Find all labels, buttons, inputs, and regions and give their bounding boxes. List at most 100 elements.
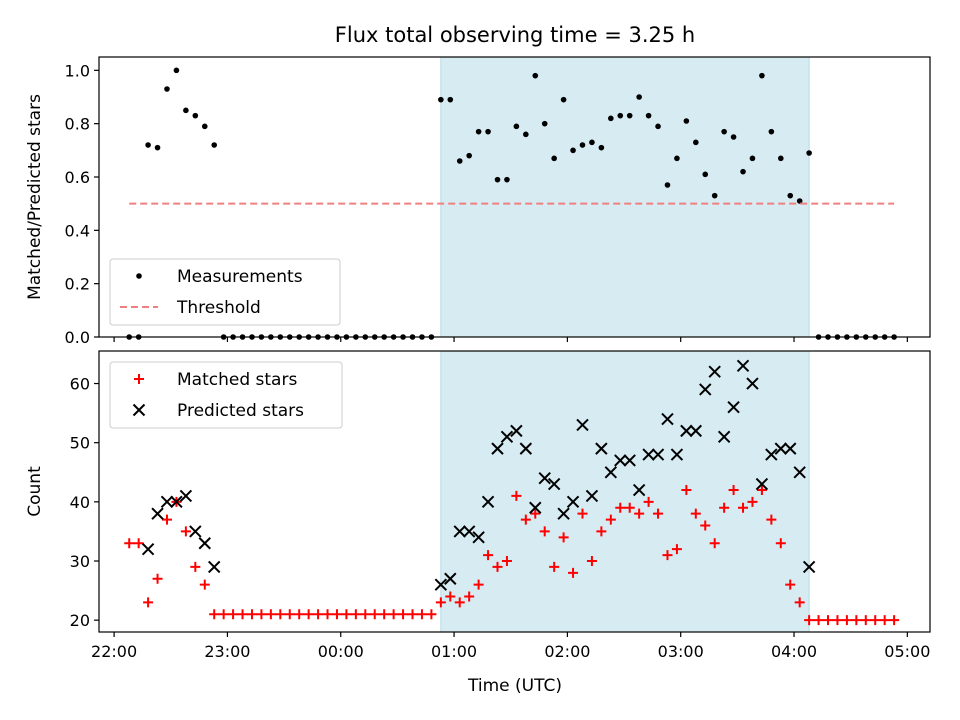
observing-window-shade	[440, 56, 810, 338]
x-tick-label: 01:00	[431, 642, 477, 661]
x-tick-label: 00:00	[318, 642, 364, 661]
x-tick-label: 22:00	[91, 642, 137, 661]
x-tick-label: 23:00	[204, 642, 250, 661]
matched-star-point	[445, 591, 456, 602]
predicted-star-point	[651, 448, 665, 461]
matched-star-point	[407, 609, 418, 620]
measurement-point	[768, 128, 775, 135]
predicted-star-point	[547, 477, 561, 491]
matched-star-point	[766, 514, 777, 525]
measurement-point	[730, 134, 737, 140]
measurement-point	[796, 198, 803, 204]
matched-star-point	[530, 508, 541, 519]
predicted-star-point	[774, 442, 788, 455]
measurement-point	[523, 131, 529, 138]
y-tick-label: 60	[70, 375, 90, 394]
measurement-point	[466, 152, 472, 159]
measurement-point	[201, 123, 208, 130]
measurement-point	[589, 139, 595, 146]
matched-star-point	[473, 579, 484, 590]
predicted-star-point	[604, 466, 618, 479]
y-tick-label: 40	[70, 493, 90, 512]
matched-star-point	[124, 538, 135, 549]
predicted-star-point	[481, 495, 495, 509]
matched-star-point	[180, 526, 191, 537]
matched-star-point	[209, 609, 220, 620]
matched-star-point	[794, 597, 805, 608]
predicted-star-point	[207, 560, 221, 574]
matched-star-point	[501, 556, 512, 567]
legend-predicted-swatch	[132, 403, 146, 417]
matched-star-point	[161, 514, 172, 525]
matched-star-point	[520, 514, 531, 525]
matched-star-point	[237, 609, 248, 620]
predicted-star-point	[151, 507, 164, 520]
measurement-point	[154, 144, 161, 151]
legend-box	[109, 361, 343, 429]
matched-star-point	[728, 485, 739, 496]
y-axis-label: Matched/Predicted stars	[25, 94, 45, 300]
measurement-point	[608, 115, 614, 122]
predicted-star-point	[576, 418, 589, 432]
predicted-star-point	[585, 489, 599, 503]
predicted-star-point	[689, 424, 703, 438]
series-1	[141, 359, 816, 591]
predicted-star-point	[727, 400, 740, 414]
matched-star-point	[322, 609, 333, 620]
matched-star-point	[379, 609, 390, 620]
measurement-point	[740, 168, 746, 175]
predicted-star-point	[566, 495, 580, 509]
predicted-star-point	[661, 412, 674, 426]
matched-star-point	[369, 609, 380, 620]
predicted-star-point	[519, 442, 533, 455]
matched-star-point	[643, 496, 654, 507]
matched-star-point	[700, 520, 711, 531]
measurement-point	[626, 112, 633, 119]
predicted-star-point	[802, 560, 816, 574]
measurement-point	[532, 72, 539, 79]
matched-star-point	[889, 615, 900, 626]
matched-star-point	[624, 502, 635, 513]
legend-box	[109, 258, 341, 326]
predicted-star-point	[179, 489, 193, 503]
predicted-star-point	[189, 525, 202, 538]
matched-star-point	[577, 508, 588, 519]
matched-star-point	[303, 609, 314, 620]
matched-star-point	[398, 609, 409, 620]
measurement-point	[541, 120, 548, 127]
predicted-star-point	[141, 542, 155, 556]
matched-star-point	[256, 609, 267, 620]
predicted-star-point	[453, 525, 466, 538]
matched-star-point	[435, 597, 446, 608]
predicted-star-point	[736, 359, 750, 372]
matched-star-point	[228, 609, 239, 620]
measurement-point	[702, 171, 709, 178]
measurement-point	[664, 182, 671, 188]
legend-label: Predicted stars	[177, 401, 304, 421]
legend-label: Matched stars	[177, 370, 297, 390]
matched-star-point	[246, 609, 257, 620]
matched-star-point	[634, 508, 645, 519]
matched-star-point	[549, 561, 560, 572]
predicted-star-point	[717, 430, 731, 443]
matched-star-point	[605, 514, 616, 525]
matched-star-point	[350, 609, 361, 620]
matched-star-point	[464, 591, 475, 602]
x-tick-label: 05:00	[884, 642, 930, 661]
matched-star-point	[586, 556, 597, 567]
matched-star-point	[190, 561, 201, 572]
matched-star-point	[747, 496, 758, 507]
measurement-point	[617, 112, 624, 119]
matched-star-point	[823, 615, 834, 626]
matched-star-point	[681, 485, 692, 496]
measurement-point	[759, 72, 765, 79]
measurement-point	[438, 96, 444, 103]
predicted-star-point	[755, 477, 769, 491]
predicted-star-point	[538, 471, 551, 485]
matched-star-point	[360, 609, 371, 620]
predicted-star-point	[708, 365, 721, 378]
bottom-panel: 20 30 40 50 60 22:00 23:00 00:00 01:00 02:00 03:00…	[25, 350, 931, 661]
y-tick-label: 0.4	[65, 221, 90, 240]
predicted-star-point	[170, 495, 183, 509]
